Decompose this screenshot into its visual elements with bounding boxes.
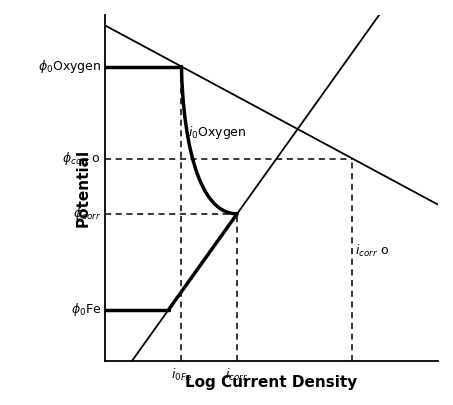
Text: $i_0$Oxygen: $i_0$Oxygen — [188, 124, 246, 141]
Text: $i_{0Fe}$: $i_{0Fe}$ — [171, 367, 192, 383]
Y-axis label: Potential: Potential — [76, 149, 91, 227]
X-axis label: Log Current Density: Log Current Density — [185, 375, 357, 390]
Text: $\phi_{corr}$ o: $\phi_{corr}$ o — [62, 150, 101, 167]
Text: $i_{corr}$: $i_{corr}$ — [226, 367, 249, 383]
Text: $\phi_0$Oxygen: $\phi_0$Oxygen — [38, 58, 101, 75]
Text: $\phi_0$Fe: $\phi_0$Fe — [71, 301, 101, 318]
Text: $i_{corr}$ o: $i_{corr}$ o — [355, 243, 389, 259]
Text: $\phi_{corr}$: $\phi_{corr}$ — [73, 205, 101, 222]
